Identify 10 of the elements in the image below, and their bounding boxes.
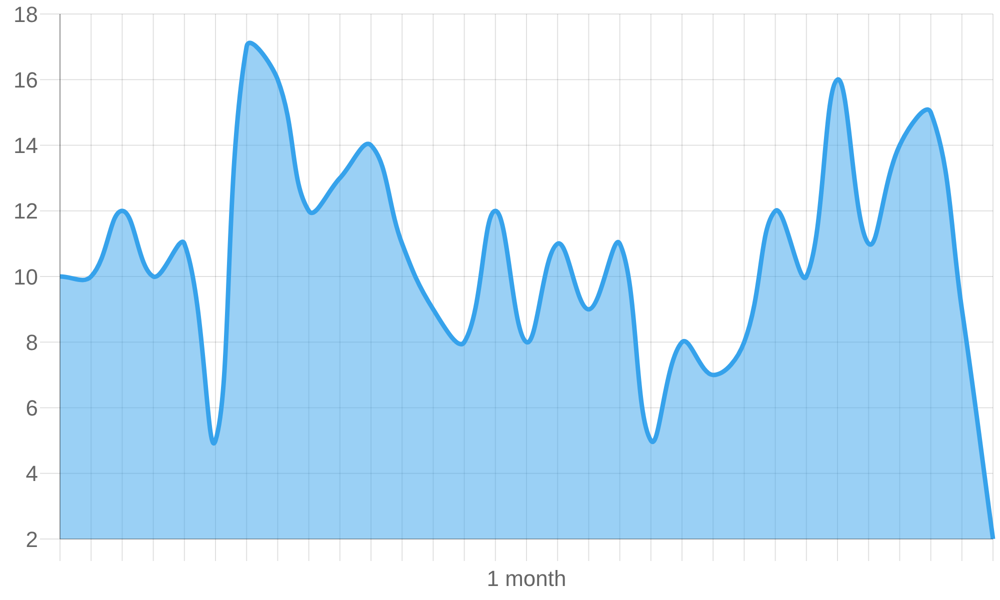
y-tick-label: 16 (14, 67, 38, 92)
y-tick-label: 18 (14, 2, 38, 27)
y-tick-label: 10 (14, 264, 38, 290)
y-tick-label: 4 (26, 461, 38, 486)
x-axis-title: 1 month (486, 566, 566, 591)
y-tick-label: 14 (14, 133, 38, 158)
y-tick-label: 6 (26, 396, 38, 421)
y-tick-label: 8 (26, 330, 38, 355)
y-tick-label: 2 (26, 526, 38, 552)
y-tick-label: 12 (14, 198, 38, 224)
